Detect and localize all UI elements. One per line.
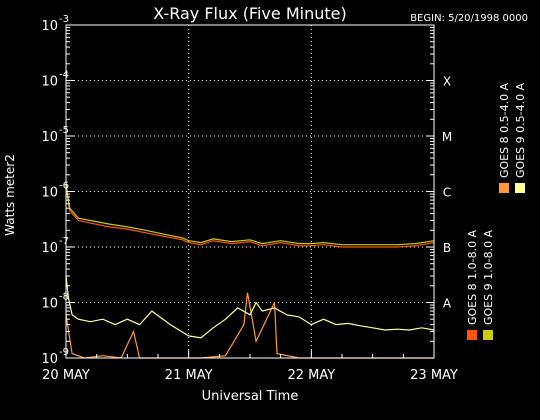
grid [66, 25, 434, 358]
y-tick-base: 10 [41, 241, 58, 256]
flare-class-label: B [443, 241, 451, 255]
chart-title: X-Ray Flux (Five Minute) [153, 4, 346, 23]
flare-class-label: M [442, 130, 452, 144]
x-tick-label: 20 MAY [42, 368, 90, 383]
y-tick-base: 10 [41, 75, 58, 90]
series-line-3 [65, 183, 435, 246]
legend-swatch [499, 183, 509, 193]
series-line-1 [65, 187, 435, 248]
flare-class-label: A [443, 297, 452, 311]
legend-entry: GOES 8 0.5-4.0 A [498, 82, 511, 193]
x-axis-title: Universal Time [202, 389, 299, 404]
y-tick-exponent: -8 [59, 292, 69, 303]
y-tick-exponent: -5 [59, 125, 69, 136]
legend-label: GOES 8 0.5-4.0 A [498, 82, 511, 178]
legend-entry: GOES 9 1.0-8.0 A [482, 229, 495, 340]
flare-class-label: X [443, 75, 451, 89]
legend-swatch [483, 330, 493, 340]
y-axis-title: Watts meter2 [3, 154, 17, 236]
legend-swatch [467, 330, 477, 340]
y-tick-label: 10 -3 [41, 14, 69, 34]
y-tick-label: 10 -9 [41, 347, 69, 367]
y-tick-exponent: -7 [59, 236, 69, 247]
y-tick-label: 10 -8 [41, 292, 69, 312]
y-tick-label: 10 -7 [41, 236, 69, 256]
flare-class-label: C [443, 186, 451, 200]
y-tick-exponent: -4 [59, 70, 69, 81]
legend-label: GOES 9 1.0-8.0 A [482, 229, 495, 325]
y-tick-base: 10 [41, 352, 58, 367]
y-tick-exponent: -9 [59, 347, 69, 358]
x-tick-label: 22 MAY [287, 368, 335, 383]
y-tick-base: 10 [41, 186, 58, 201]
y-tick-base: 10 [41, 297, 58, 312]
y-tick-exponent: -3 [59, 14, 69, 25]
x-tick-label: 21 MAY [165, 368, 213, 383]
y-tick-base: 10 [41, 130, 58, 145]
axis-ticks: 10-910-810-710-610-510-410 -320 MAY 21 MAY… [41, 14, 457, 383]
y-tick-exponent: -6 [59, 181, 69, 192]
legend: GOES 8 1.0-8.0 A GOES 9 1.0-8.0 A GOES 8 0… [466, 82, 527, 340]
begin-label: BEGIN: 5/20/1998 0000 [410, 13, 528, 24]
legend-label: GOES 8 1.0-8.0 A [466, 229, 479, 325]
x-tick-label: 23 MAY [410, 368, 458, 383]
y-tick-base: 10 [41, 19, 58, 34]
legend-label: GOES 9 0.5-4.0 A [514, 82, 527, 178]
legend-entry: GOES 9 0.5-4.0 A [514, 82, 527, 193]
y-tick-label: 10 -5 [41, 125, 69, 145]
series-line-4 [65, 275, 435, 339]
legend-swatch [515, 183, 525, 193]
y-tick-label: 10 -6 [41, 181, 69, 201]
y-tick-label: 10 -4 [41, 70, 69, 90]
legend-entry: GOES 8 1.0-8.0 A [466, 229, 479, 340]
